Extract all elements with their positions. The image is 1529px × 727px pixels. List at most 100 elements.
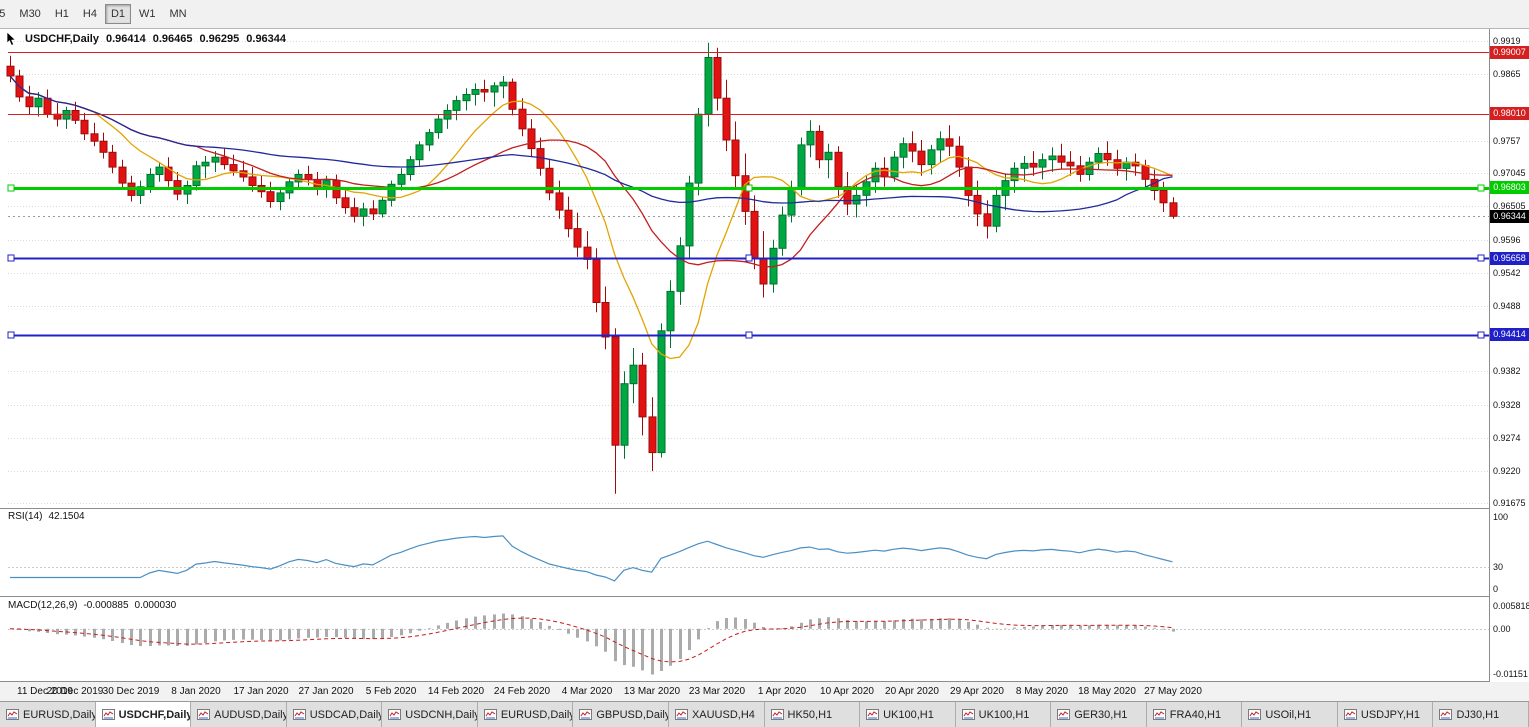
rsi-axis-label: 30: [1493, 562, 1504, 572]
level-price-badge: 0.98010: [1490, 107, 1529, 120]
chart-tab[interactable]: USDCAD,Daily: [286, 702, 383, 727]
chart-tab-label: USDJPY,H1: [1360, 708, 1420, 721]
tab-chart-icon: [1152, 709, 1166, 720]
timeframe-button-w1[interactable]: W1: [139, 8, 156, 20]
chart-tab-label: DJ30,H1: [1456, 708, 1500, 721]
chart-tab[interactable]: GBPUSD,Daily: [573, 702, 669, 727]
date-axis-label: 5 Feb 2020: [365, 686, 417, 697]
chart-tab-label: UK100,H1: [883, 708, 934, 721]
price-axis-label: 0.9542: [1493, 268, 1521, 278]
tab-chart-icon: [101, 709, 115, 720]
tab-chart-icon: [579, 709, 593, 720]
ohlc-open: 0.96414: [105, 33, 146, 45]
date-axis-label: 27 Jan 2020: [298, 686, 354, 697]
date-axis-label: 1 Apr 2020: [757, 686, 807, 697]
date-axis-label: 11 Dec 2019: [17, 686, 73, 697]
timeframe-button-group: M15 M30 H1 H4 D1 W1 MN: [0, 0, 194, 28]
price-axis-label: 0.9596: [1493, 235, 1521, 245]
price-axis-label: 0.9865: [1493, 69, 1521, 79]
level-price-badge: 0.94414: [1490, 328, 1529, 341]
tab-chart-icon: [388, 709, 402, 720]
price-axis-label: 0.9220: [1493, 466, 1521, 476]
date-axis-label: 27 May 2020: [1144, 686, 1202, 697]
symbol-period-label: USDCHF,Daily: [25, 33, 99, 45]
price-scale[interactable]: 0.9919 0.9865 0.9757 0.97045 0.96505 0.9596 0.…: [1490, 28, 1529, 682]
chart-tab[interactable]: USDCHF,Daily: [95, 702, 192, 727]
level-price-badge: 0.99007: [1490, 46, 1529, 59]
chart-tab[interactable]: HK50,H1: [764, 702, 861, 727]
macd-axis-label: 0.005818: [1493, 601, 1529, 611]
time-axis[interactable]: 11 Dec 2019 20 Dec 2019 30 Dec 2019 8 Jan 2…: [0, 682, 1529, 702]
timeframe-button-h1[interactable]: H1: [54, 8, 69, 20]
chart-tab[interactable]: GER30,H1: [1051, 702, 1147, 727]
price-axis-label: 0.9488: [1493, 301, 1521, 311]
tab-chart-icon: [292, 709, 306, 720]
chart-tab[interactable]: DJ30,H1: [1433, 702, 1529, 727]
date-axis-label: 18 May 2020: [1078, 686, 1136, 697]
chart-tab[interactable]: UK100,H1: [955, 702, 1052, 727]
price-axis-label: 0.91675: [1493, 498, 1526, 508]
tab-chart-icon: [1248, 709, 1262, 720]
level-price-badge: 0.95658: [1490, 252, 1529, 265]
date-axis-label: 10 Apr 2020: [820, 686, 874, 697]
date-axis-label: 29 Apr 2020: [950, 686, 1004, 697]
date-axis-label: 20 Apr 2020: [885, 686, 939, 697]
tab-chart-icon: [1439, 709, 1453, 720]
price-axis-label: 0.97045: [1493, 168, 1526, 178]
date-axis-label: 8 May 2020: [1015, 686, 1069, 697]
timeframe-button-m30[interactable]: M30: [19, 8, 41, 20]
date-axis-label: 24 Feb 2020: [493, 686, 551, 697]
price-axis-label: 0.9919: [1493, 36, 1521, 46]
chart-tab[interactable]: AUDUSD,Daily: [191, 702, 287, 727]
rsi-name: RSI(14): [8, 511, 43, 522]
date-axis-label: 8 Jan 2020: [171, 686, 221, 697]
chart-tab-label: USOil,H1: [1265, 708, 1312, 721]
macd-name: MACD(12,26,9): [8, 600, 78, 611]
tab-chart-icon: [674, 709, 688, 720]
tab-chart-icon: [197, 709, 211, 720]
chart-tab-label: USDCHF,Daily: [118, 708, 192, 721]
timeframe-button-m15[interactable]: M15: [0, 8, 6, 20]
timeframe-button-mn[interactable]: MN: [169, 8, 187, 20]
chart-tab[interactable]: USDJPY,H1: [1337, 702, 1434, 727]
date-axis-label: 4 Mar 2020: [561, 686, 613, 697]
rsi-value: 42.1504: [48, 511, 85, 522]
tab-chart-icon: [483, 709, 497, 720]
timeframe-button-d1[interactable]: D1: [104, 4, 131, 24]
macd-axis-label: -0.01151: [1493, 669, 1528, 679]
chart-tab-label: XAUUSD,H4: [691, 708, 755, 721]
date-axis-label: 14 Feb 2020: [427, 686, 485, 697]
price-axis-label: 0.96505: [1493, 201, 1526, 211]
macd-signal-value: 0.000030: [134, 600, 177, 611]
chart-tab-label: USDCNH,Daily: [405, 708, 478, 721]
macd-indicator-label: MACD(12,26,9) -0.000885 0.000030: [8, 600, 176, 611]
current-price-badge: 0.96344: [1490, 210, 1529, 223]
chart-tab[interactable]: USOil,H1: [1242, 702, 1338, 727]
chart-tab-label: GBPUSD,Daily: [596, 708, 669, 721]
chart-tab[interactable]: UK100,H1: [860, 702, 956, 727]
chart-tab[interactable]: EURUSD,Daily: [0, 702, 96, 727]
tab-chart-icon: [961, 709, 975, 720]
chart-tabs-bar: EURUSD,Daily USDCHF,Daily AUDUSD,Daily USDC…: [0, 701, 1529, 727]
chart-tab-label: UK100,H1: [978, 708, 1030, 721]
macd-axis-label: 0.00: [1493, 624, 1511, 634]
timeframe-button-h4[interactable]: H4: [82, 8, 97, 20]
price-axis-label: 0.9274: [1493, 433, 1521, 443]
tab-chart-icon: [770, 709, 784, 720]
chart-tab-label: EURUSD,Daily: [23, 708, 96, 721]
chart-tab[interactable]: FRA40,H1: [1146, 702, 1243, 727]
chart-tab-label: USDCAD,Daily: [309, 708, 383, 721]
chart-tab-label: HK50,H1: [787, 708, 833, 721]
chart-tab[interactable]: USDCNH,Daily: [382, 702, 478, 727]
chart-tab-label: FRA40,H1: [1169, 708, 1222, 721]
date-axis-label: 20 Dec 2019: [46, 686, 104, 697]
macd-main-value: -0.000885: [83, 600, 129, 611]
chart-tab-label: GER30,H1: [1074, 708, 1128, 721]
rsi-axis-label: 100: [1493, 512, 1509, 522]
price-axis-label: 0.9757: [1493, 136, 1521, 146]
chart-tab-label: EURUSD,Daily: [500, 708, 574, 721]
chart-tab[interactable]: EURUSD,Daily: [477, 702, 574, 727]
chart-tab[interactable]: XAUUSD,H4: [668, 702, 765, 727]
